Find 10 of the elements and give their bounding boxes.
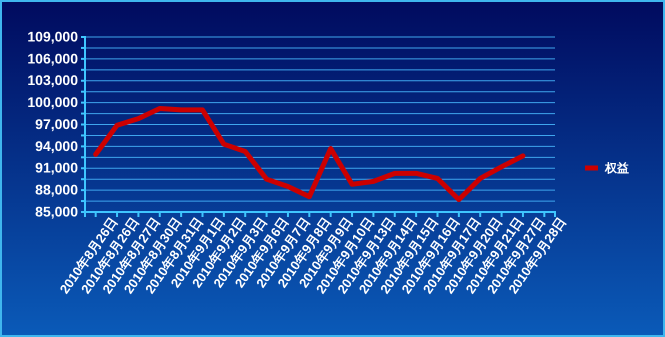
y-tick-label: 94,000	[35, 138, 78, 154]
y-tick-label: 103,000	[27, 72, 78, 88]
y-tick-label: 85,000	[35, 203, 78, 220]
y-tick-label: 109,000	[27, 28, 78, 44]
y-tick-label: 88,000	[35, 182, 78, 198]
y-tick-label: 100,000	[27, 94, 78, 110]
y-tick-label: 97,000	[35, 116, 78, 132]
legend-label: 权益	[604, 161, 629, 176]
y-tick-label: 91,000	[35, 160, 78, 176]
y-tick-label: 106,000	[27, 50, 78, 66]
